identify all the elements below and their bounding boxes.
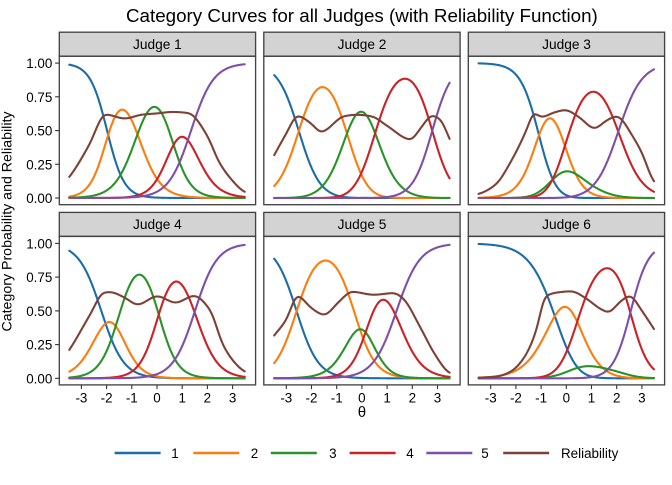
svg-text:-1: -1	[535, 391, 547, 406]
svg-text:0: 0	[358, 391, 365, 406]
svg-text:Judge 3: Judge 3	[542, 37, 591, 52]
svg-text:4: 4	[406, 446, 414, 461]
svg-text:Judge 1: Judge 1	[133, 37, 182, 52]
svg-text:0.00: 0.00	[26, 191, 52, 206]
svg-text:0.25: 0.25	[26, 338, 52, 353]
svg-text:-2: -2	[101, 391, 113, 406]
svg-text:1.00: 1.00	[26, 56, 52, 71]
svg-text:-3: -3	[280, 391, 292, 406]
svg-text:-1: -1	[331, 391, 343, 406]
svg-text:3: 3	[329, 446, 336, 461]
svg-text:0.50: 0.50	[26, 304, 52, 319]
svg-text:0: 0	[153, 391, 160, 406]
svg-text:-1: -1	[126, 391, 138, 406]
svg-text:θ: θ	[358, 404, 366, 421]
svg-text:Judge 5: Judge 5	[338, 217, 387, 232]
svg-text:-3: -3	[485, 391, 497, 406]
svg-text:3: 3	[434, 391, 441, 406]
svg-text:Category Curves for all Judges: Category Curves for all Judges (with Rel…	[126, 5, 598, 26]
svg-text:2: 2	[251, 446, 258, 461]
svg-text:1: 1	[588, 391, 595, 406]
svg-text:0.25: 0.25	[26, 157, 52, 172]
svg-text:3: 3	[638, 391, 645, 406]
svg-text:0.00: 0.00	[26, 371, 52, 386]
svg-text:Reliability: Reliability	[561, 446, 619, 461]
svg-text:Judge 6: Judge 6	[542, 217, 591, 232]
svg-text:1: 1	[383, 391, 390, 406]
svg-text:1: 1	[178, 391, 185, 406]
svg-text:2: 2	[613, 391, 620, 406]
svg-text:1.00: 1.00	[26, 236, 52, 251]
svg-text:-2: -2	[510, 391, 522, 406]
svg-text:2: 2	[409, 391, 416, 406]
svg-text:0.50: 0.50	[26, 124, 52, 139]
svg-text:2: 2	[204, 391, 211, 406]
svg-text:3: 3	[229, 391, 236, 406]
svg-text:-3: -3	[75, 391, 87, 406]
svg-text:5: 5	[481, 446, 488, 461]
svg-text:Judge 4: Judge 4	[133, 217, 182, 232]
svg-text:0: 0	[563, 391, 570, 406]
svg-text:-2: -2	[306, 391, 318, 406]
svg-text:1: 1	[171, 446, 178, 461]
svg-text:Judge 2: Judge 2	[338, 37, 387, 52]
svg-text:0.75: 0.75	[26, 90, 52, 105]
svg-text:Category Probability and Re: Category Probability and Reliability	[0, 111, 16, 332]
svg-text:0.75: 0.75	[26, 270, 52, 285]
